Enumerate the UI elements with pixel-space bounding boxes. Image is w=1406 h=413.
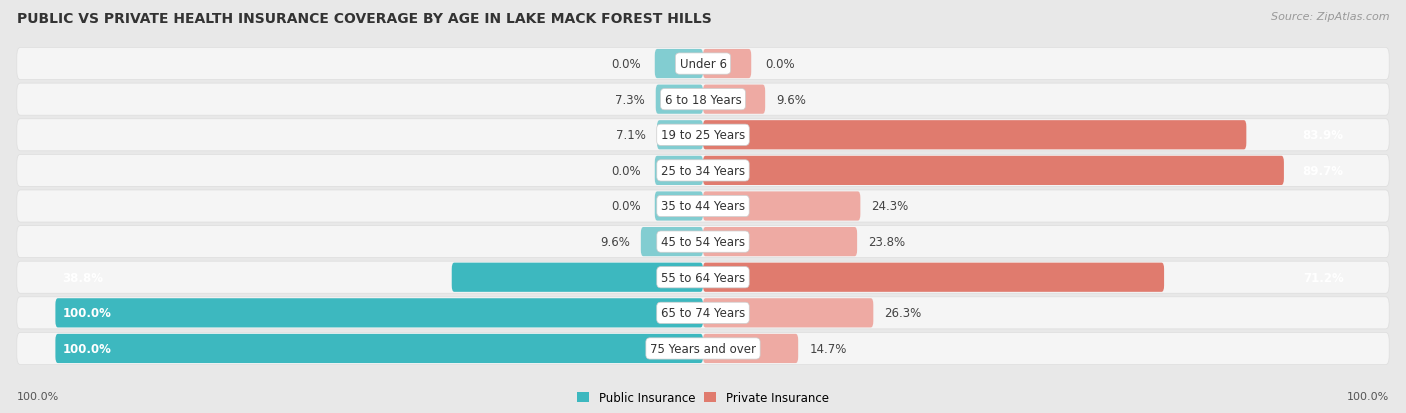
FancyBboxPatch shape	[55, 334, 703, 363]
FancyBboxPatch shape	[657, 121, 703, 150]
FancyBboxPatch shape	[17, 261, 1389, 294]
FancyBboxPatch shape	[703, 157, 1284, 185]
FancyBboxPatch shape	[655, 192, 703, 221]
Text: 35 to 44 Years: 35 to 44 Years	[661, 200, 745, 213]
FancyBboxPatch shape	[55, 299, 703, 328]
FancyBboxPatch shape	[17, 84, 1389, 116]
FancyBboxPatch shape	[17, 119, 1389, 152]
FancyBboxPatch shape	[703, 228, 858, 256]
FancyBboxPatch shape	[655, 157, 703, 185]
FancyBboxPatch shape	[703, 192, 860, 221]
Text: 14.7%: 14.7%	[810, 342, 846, 355]
Text: 100.0%: 100.0%	[62, 342, 111, 355]
FancyBboxPatch shape	[451, 263, 703, 292]
Text: 89.7%: 89.7%	[1303, 164, 1344, 178]
Text: 55 to 64 Years: 55 to 64 Years	[661, 271, 745, 284]
Text: 45 to 54 Years: 45 to 54 Years	[661, 235, 745, 249]
FancyBboxPatch shape	[17, 190, 1389, 223]
FancyBboxPatch shape	[655, 50, 703, 79]
Text: 100.0%: 100.0%	[1347, 391, 1389, 401]
Text: 19 to 25 Years: 19 to 25 Years	[661, 129, 745, 142]
Text: 100.0%: 100.0%	[62, 306, 111, 320]
FancyBboxPatch shape	[703, 299, 873, 328]
Text: Under 6: Under 6	[679, 58, 727, 71]
FancyBboxPatch shape	[17, 297, 1389, 329]
Legend: Public Insurance, Private Insurance: Public Insurance, Private Insurance	[572, 387, 834, 409]
Text: 7.3%: 7.3%	[614, 93, 645, 107]
FancyBboxPatch shape	[703, 85, 765, 114]
FancyBboxPatch shape	[703, 334, 799, 363]
Text: 75 Years and over: 75 Years and over	[650, 342, 756, 355]
Text: 0.0%: 0.0%	[612, 58, 641, 71]
FancyBboxPatch shape	[17, 332, 1389, 365]
Text: 23.8%: 23.8%	[868, 235, 905, 249]
Text: 7.1%: 7.1%	[616, 129, 645, 142]
Text: Source: ZipAtlas.com: Source: ZipAtlas.com	[1271, 12, 1389, 22]
Text: 0.0%: 0.0%	[612, 164, 641, 178]
Text: 0.0%: 0.0%	[612, 200, 641, 213]
Text: 9.6%: 9.6%	[600, 235, 630, 249]
FancyBboxPatch shape	[703, 50, 751, 79]
FancyBboxPatch shape	[17, 155, 1389, 187]
Text: 24.3%: 24.3%	[872, 200, 908, 213]
Text: 65 to 74 Years: 65 to 74 Years	[661, 306, 745, 320]
Text: 83.9%: 83.9%	[1303, 129, 1344, 142]
FancyBboxPatch shape	[17, 226, 1389, 258]
Text: 100.0%: 100.0%	[17, 391, 59, 401]
FancyBboxPatch shape	[703, 121, 1246, 150]
FancyBboxPatch shape	[641, 228, 703, 256]
Text: 26.3%: 26.3%	[884, 306, 921, 320]
Text: 0.0%: 0.0%	[765, 58, 794, 71]
Text: 9.6%: 9.6%	[776, 93, 806, 107]
Text: 25 to 34 Years: 25 to 34 Years	[661, 164, 745, 178]
Text: 71.2%: 71.2%	[1303, 271, 1344, 284]
Text: 6 to 18 Years: 6 to 18 Years	[665, 93, 741, 107]
Text: 38.8%: 38.8%	[62, 271, 103, 284]
FancyBboxPatch shape	[703, 263, 1164, 292]
FancyBboxPatch shape	[17, 48, 1389, 81]
Text: PUBLIC VS PRIVATE HEALTH INSURANCE COVERAGE BY AGE IN LAKE MACK FOREST HILLS: PUBLIC VS PRIVATE HEALTH INSURANCE COVER…	[17, 12, 711, 26]
FancyBboxPatch shape	[655, 85, 703, 114]
